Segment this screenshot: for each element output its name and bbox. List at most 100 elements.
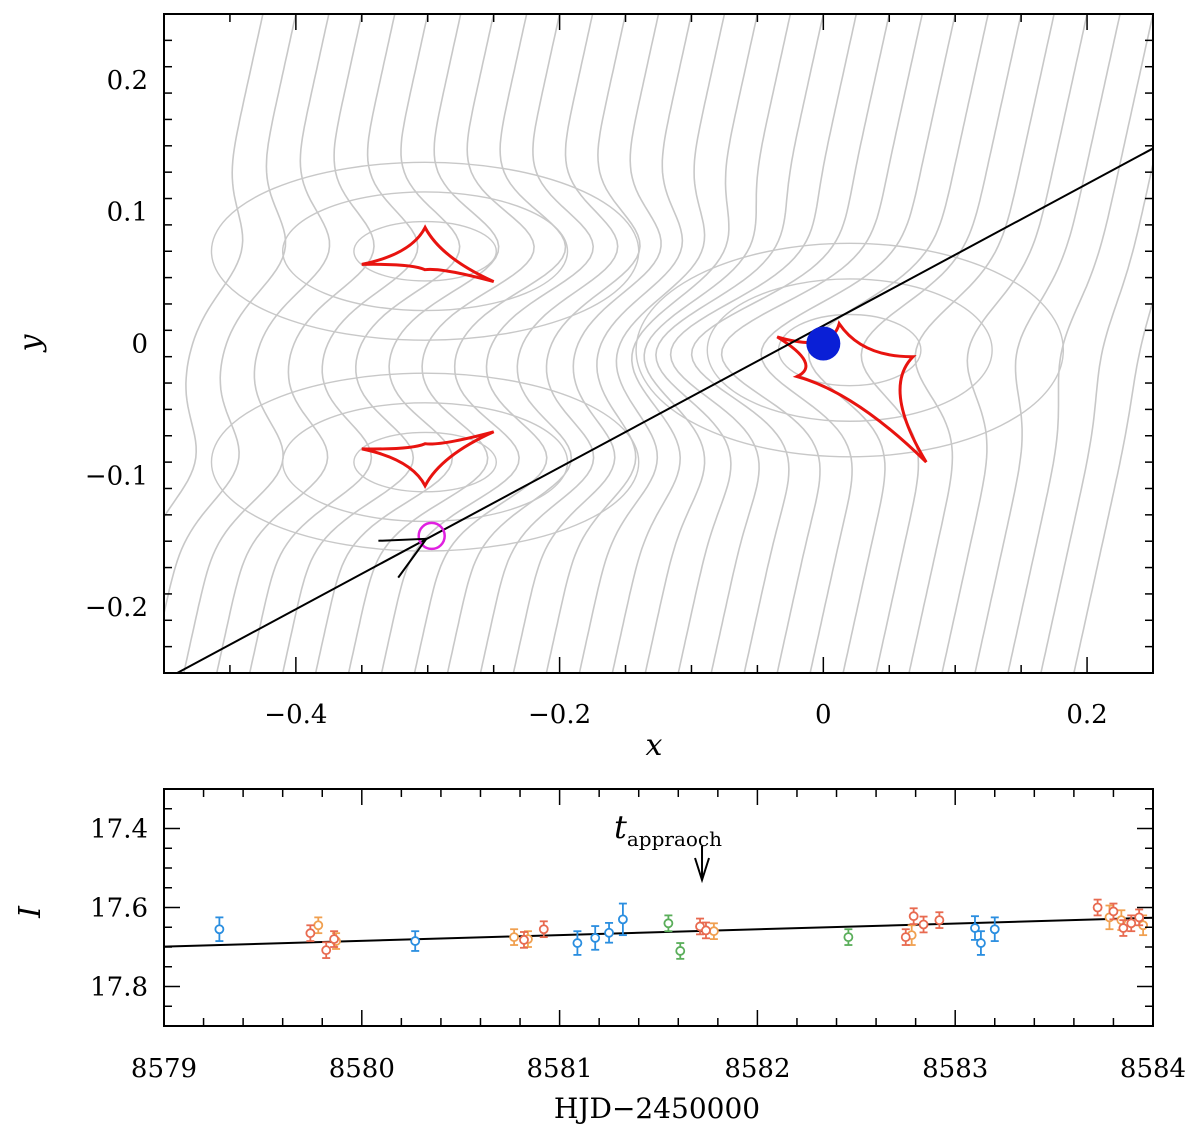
contour-line (860, 14, 1022, 673)
source-marker (417, 521, 446, 551)
data-point-red (1108, 906, 1119, 917)
data-point-red (329, 934, 340, 944)
contour-loop (281, 402, 569, 523)
contour-line (347, 14, 535, 673)
top-plot-frame (163, 13, 1154, 674)
y-tick-label: 17.4 (90, 815, 148, 845)
y-tick-label: 0.2 (107, 66, 148, 96)
x-tick-label: 8581 (527, 1054, 593, 1084)
contour-line (974, 14, 1121, 673)
contour-line (643, 14, 792, 673)
data-point-red (519, 934, 529, 945)
x-tick-label: 8582 (724, 1054, 790, 1084)
source-trajectory (176, 147, 1153, 673)
contour-line (281, 14, 461, 673)
contour-line (578, 14, 726, 673)
y-tick-label: 17.6 (90, 894, 148, 924)
contour-line (1073, 298, 1153, 673)
contour-loop (281, 191, 569, 312)
caustics (361, 224, 928, 490)
contour-line (164, 14, 264, 519)
contour-line (655, 14, 825, 673)
source-trajectory-group (176, 147, 1153, 673)
approach-arrow (694, 846, 710, 884)
data-point-red (701, 925, 711, 936)
top-x-axis-label: x (646, 728, 663, 763)
contour-line (164, 14, 297, 617)
data-point-orange (509, 932, 520, 943)
x-tick-label: 8583 (922, 1054, 988, 1084)
data-point-blue (970, 923, 980, 933)
x-tick-label: 8580 (329, 1054, 395, 1084)
data-point-red (1092, 902, 1103, 913)
data-point-green (675, 946, 686, 956)
caustic-curve (361, 430, 495, 490)
light-curve-panel: 8579 8580 8581 8582 8583 8584 17.4 17.6 17.8 ta… (13, 788, 1186, 1125)
data-point-green (843, 932, 854, 943)
y-tick-label: 17.8 (90, 973, 148, 1003)
data-point-blue (976, 938, 986, 948)
contour-line (545, 14, 693, 673)
contour-loop (210, 161, 640, 341)
x-tick-label: 0.2 (1066, 700, 1107, 730)
bottom-y-ticks: 17.4 17.6 17.8 (90, 788, 1153, 1027)
contour-line (669, 14, 858, 673)
data-point-blue (604, 927, 614, 938)
data-point-orange (313, 920, 324, 931)
data-point-red (908, 911, 919, 922)
data-point-red (305, 928, 316, 939)
approach-label: tappraoch (614, 808, 722, 851)
contour-loop (706, 278, 993, 422)
contour-loop (210, 372, 640, 552)
data-point-red (1126, 918, 1137, 929)
contour-loop (635, 242, 1065, 458)
approach-annotation: tappraoch (614, 808, 722, 884)
contour-line (479, 14, 641, 673)
contour-line (512, 14, 662, 673)
caustic-curve (361, 224, 495, 284)
contour-line (720, 14, 924, 673)
data-point-red (900, 932, 911, 943)
contour-line (314, 14, 500, 673)
y-tick-label: −0.1 (85, 461, 148, 491)
approach-label-subscript: appraoch (627, 827, 722, 851)
data-point-green (663, 918, 674, 929)
data-point-blue (214, 924, 225, 935)
contour-line (941, 14, 1088, 673)
data-point-red (538, 924, 549, 935)
data-point-blue (617, 914, 628, 925)
contour-line (760, 14, 957, 673)
top-x-ticks: −0.4 −0.2 0 0.2 (163, 14, 1154, 730)
data-point-blue (989, 924, 1000, 935)
bottom-plot-frame (163, 788, 1154, 1027)
contour-line (446, 14, 619, 673)
y-tick-label: −0.2 (85, 593, 148, 623)
contour-line (1007, 14, 1153, 673)
data-point-blue (590, 933, 601, 943)
x-tick-label: 8579 (131, 1054, 197, 1084)
y-tick-label: 0.1 (107, 198, 148, 228)
data-point-blue (572, 938, 583, 948)
data-point-red (934, 915, 945, 926)
contour-line (182, 14, 331, 673)
bottom-y-axis-label: I (13, 905, 48, 919)
y-tick-label: 0 (131, 330, 148, 360)
contour-line (908, 14, 1055, 673)
data-point-red (1134, 912, 1145, 923)
contour-line (690, 14, 891, 673)
data-point-blue (410, 936, 421, 946)
top-y-ticks: −0.2 −0.1 0 0.1 0.2 (85, 13, 1153, 674)
approach-label-t: t (614, 808, 627, 846)
contour-line (248, 14, 419, 673)
bottom-x-ticks: 8579 8580 8581 8582 8583 8584 (131, 789, 1186, 1084)
direction-arrow (378, 537, 429, 579)
bottom-x-axis-label: HJD−2450000 (554, 1092, 760, 1125)
x-tick-label: 0 (815, 700, 832, 730)
caustic-map-panel: −0.4 −0.2 0 0.2 −0.2 −0.1 0 0.1 0.2 x y (13, 13, 1154, 763)
contour-line (413, 14, 595, 673)
lens-marker (806, 326, 841, 361)
contour-line (611, 14, 759, 673)
data-point-red (918, 919, 929, 930)
x-tick-label: −0.4 (264, 700, 327, 730)
data-point-red (321, 945, 332, 956)
